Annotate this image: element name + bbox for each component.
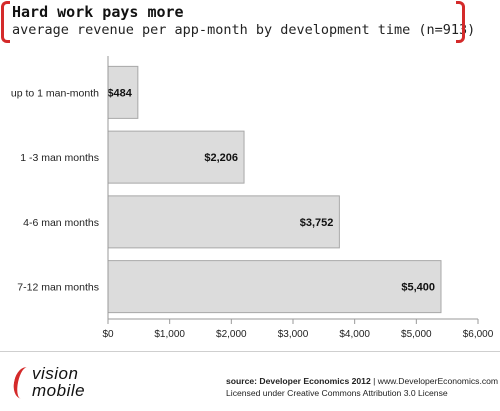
x-tick-label: $0 [102,329,114,340]
x-tick-label: $3,000 [278,329,309,340]
category-labels: up to 1 man-month 1 -3 man months 4-6 man … [11,87,99,293]
left-bracket-decoration [1,1,10,43]
bar [107,130,245,184]
x-tick-label: $2,000 [216,329,247,340]
bar-chart: $484 $2,206 $3,752 $5,400 $0 $1,000 $2,000 $3,… [11,56,494,340]
chart-header: Hard work pays more average revenue per … [0,0,475,50]
source-url: | www.DeveloperEconomics.com [370,376,499,386]
x-tick-label: $4,000 [339,329,370,340]
bar [107,195,340,249]
source-prefix: source: Developer Economics 2012 [226,376,371,386]
chart-subtitle: average revenue per app-month by develop… [12,22,476,38]
logo-line-1: vision [32,364,79,383]
x-axis: $0 $1,000 $2,000 $3,000 $4,000 $5,000 $6,000 [102,56,494,340]
bar-value-label: $484 [107,87,132,99]
bar-value-label: $5,400 [401,282,435,294]
category-label: 7-12 man months [17,282,99,294]
bar [107,260,442,314]
category-label: 4-6 man months [23,217,99,229]
visionmobile-logo: vision mobile [8,364,108,404]
right-bracket-decoration [456,1,465,43]
license-text: Licensed under Creative Commons Attribut… [226,388,448,398]
category-label: up to 1 man-month [11,87,99,99]
logo-line-2: mobile [32,381,86,400]
bar-value-label: $2,206 [204,152,238,164]
source-text: source: Developer Economics 2012 | www.D… [226,376,498,386]
bar-value-label: $3,752 [300,217,334,229]
footer-divider [0,351,500,352]
chart-title: Hard work pays more [12,3,184,21]
bar [107,65,139,119]
x-tick-label: $5,000 [401,329,432,340]
bars-layer: $484 $2,206 $3,752 $5,400 [107,65,442,314]
x-tick-label: $1,000 [154,329,185,340]
x-tick-label: $6,000 [463,329,494,340]
category-label: 1 -3 man months [20,152,99,164]
